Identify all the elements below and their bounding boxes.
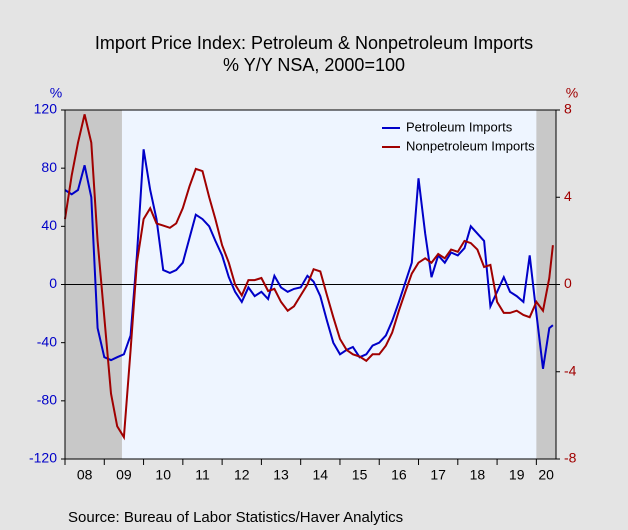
x-tick-label: 17 [430,467,446,483]
x-tick-label: 14 [313,467,329,483]
chart-title: Import Price Index: Petroleum & Nonpetro… [95,33,533,53]
x-tick-label: 11 [195,467,210,483]
source-note: Source: Bureau of Labor Statistics/Haver… [68,509,403,526]
x-tick-label: 16 [391,467,407,483]
x-tick-label: 09 [116,467,132,483]
x-tick-label: 10 [155,467,171,483]
y-tick-label: -120 [29,450,57,466]
x-tick-label: 20 [538,467,554,483]
chart-subtitle: % Y/Y NSA, 2000=100 [223,55,405,75]
x-tick-label: 18 [470,467,486,483]
y-axis-label: % [50,85,62,101]
data-line [64,114,554,441]
y-tick-label: -80 [37,392,57,408]
y2-tick-label: 4 [564,188,572,204]
y-tick-label: -40 [37,333,57,349]
y-tick-label: 120 [34,101,58,117]
x-tick-label: 08 [77,467,93,483]
y2-tick-label: 8 [564,101,572,117]
y2-tick-label: 0 [564,275,572,291]
y-tick-label: 80 [41,159,57,175]
plot-frame [64,109,557,460]
y2-tick-label: -4 [564,362,577,378]
y2-axis-label: % [566,85,578,101]
x-tick-label: 15 [352,467,368,483]
x-tick-label: 13 [273,467,289,483]
legend-label: Nonpetroleum Imports [406,138,535,153]
x-tick-label: 12 [234,467,250,483]
x-tick-label: 19 [509,467,525,483]
y-tick-label: 0 [49,275,57,291]
y2-tick-label: -8 [564,450,577,466]
y-tick-label: 40 [41,217,57,233]
legend-label: Petroleum Imports [406,119,513,134]
